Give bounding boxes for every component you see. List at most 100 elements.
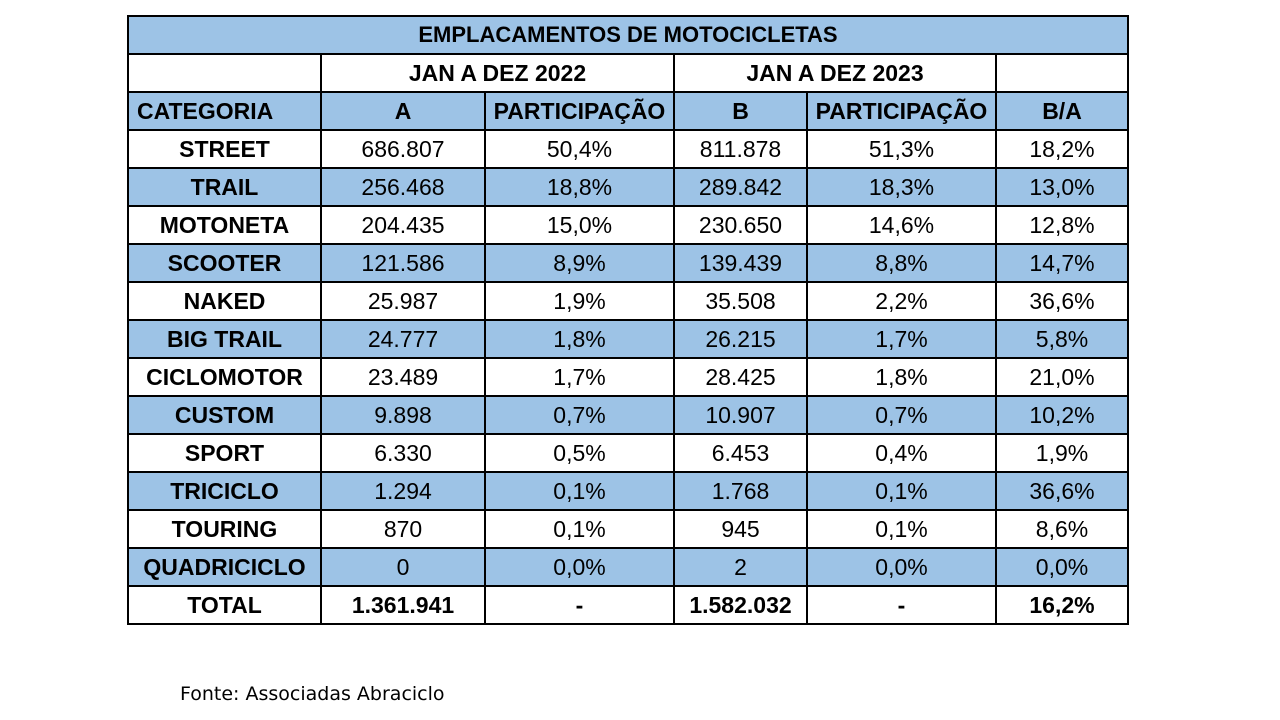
cell-b-over-a: 14,7% — [995, 243, 1129, 283]
table-row: SPORT 6.330 0,5% 6.453 0,4% 1,9% — [127, 433, 1129, 473]
period-2023: JAN A DEZ 2023 — [673, 53, 997, 93]
cell-a: 121.586 — [320, 243, 486, 283]
cell-b-over-a: 0,0% — [995, 547, 1129, 587]
cell-participacao-2023: 18,3% — [806, 167, 997, 207]
cell-participacao-2023: 1,7% — [806, 319, 997, 359]
cell-participacao-2022: 1,7% — [484, 357, 675, 397]
cell-b: 139.439 — [673, 243, 808, 283]
column-header-row: CATEGORIA A PARTICIPAÇÃO B PARTICIPAÇÃO … — [127, 91, 1129, 131]
cell-b-over-a: 8,6% — [995, 509, 1129, 549]
cell-participacao-2022: 0,5% — [484, 433, 675, 473]
total-cell-participacao-2023: - — [806, 585, 997, 625]
cell-categoria: QUADRICICLO — [127, 547, 322, 587]
cell-participacao-2023: 8,8% — [806, 243, 997, 283]
cell-a: 204.435 — [320, 205, 486, 245]
cell-categoria: TRICICLO — [127, 471, 322, 511]
period-2022: JAN A DEZ 2022 — [320, 53, 675, 93]
table-row: QUADRICICLO 0 0,0% 2 0,0% 0,0% — [127, 547, 1129, 587]
cell-b-over-a: 10,2% — [995, 395, 1129, 435]
cell-participacao-2022: 15,0% — [484, 205, 675, 245]
header-participacao-2023: PARTICIPAÇÃO — [806, 91, 997, 131]
cell-b-over-a: 36,6% — [995, 281, 1129, 321]
header-participacao-2022: PARTICIPAÇÃO — [484, 91, 675, 131]
table-row: SCOOTER 121.586 8,9% 139.439 8,8% 14,7% — [127, 243, 1129, 283]
cell-b: 1.768 — [673, 471, 808, 511]
cell-b: 10.907 — [673, 395, 808, 435]
cell-categoria: NAKED — [127, 281, 322, 321]
table-title: EMPLACAMENTOS DE MOTOCICLETAS — [127, 15, 1129, 55]
cell-b: 35.508 — [673, 281, 808, 321]
cell-a: 1.294 — [320, 471, 486, 511]
cell-b-over-a: 12,8% — [995, 205, 1129, 245]
cell-b-over-a: 1,9% — [995, 433, 1129, 473]
cell-participacao-2023: 0,4% — [806, 433, 997, 473]
period-blank-left — [127, 53, 322, 93]
header-b-over-a: B/A — [995, 91, 1129, 131]
cell-participacao-2022: 0,7% — [484, 395, 675, 435]
header-categoria: CATEGORIA — [127, 91, 322, 131]
emplacamentos-table-wrap: EMPLACAMENTOS DE MOTOCICLETAS JAN A DEZ … — [127, 15, 1129, 625]
total-row: TOTAL 1.361.941-1.582.032-16,2% — [127, 585, 1129, 625]
cell-a: 6.330 — [320, 433, 486, 473]
cell-categoria: TOURING — [127, 509, 322, 549]
cell-b: 811.878 — [673, 129, 808, 169]
total-cell-participacao-2022: - — [484, 585, 675, 625]
source-note: Fonte: Associadas Abraciclo — [180, 683, 445, 705]
cell-participacao-2022: 1,9% — [484, 281, 675, 321]
table-row: TRAIL 256.468 18,8% 289.842 18,3% 13,0% — [127, 167, 1129, 207]
cell-categoria: TRAIL — [127, 167, 322, 207]
cell-categoria: BIG TRAIL — [127, 319, 322, 359]
cell-b: 2 — [673, 547, 808, 587]
cell-a: 24.777 — [320, 319, 486, 359]
cell-a: 9.898 — [320, 395, 486, 435]
cell-b: 6.453 — [673, 433, 808, 473]
cell-categoria: MOTONETA — [127, 205, 322, 245]
cell-participacao-2022: 50,4% — [484, 129, 675, 169]
cell-a: 256.468 — [320, 167, 486, 207]
cell-b: 230.650 — [673, 205, 808, 245]
cell-a: 870 — [320, 509, 486, 549]
table-row: NAKED 25.987 1,9% 35.508 2,2% 36,6% — [127, 281, 1129, 321]
cell-participacao-2023: 0,0% — [806, 547, 997, 587]
table-row: CUSTOM 9.898 0,7% 10.907 0,7% 10,2% — [127, 395, 1129, 435]
cell-b-over-a: 13,0% — [995, 167, 1129, 207]
cell-participacao-2023: 2,2% — [806, 281, 997, 321]
table-row: TRICICLO 1.294 0,1% 1.768 0,1% 36,6% — [127, 471, 1129, 511]
cell-participacao-2022: 0,1% — [484, 471, 675, 511]
title-row: EMPLACAMENTOS DE MOTOCICLETAS — [127, 15, 1129, 55]
cell-b: 26.215 — [673, 319, 808, 359]
cell-participacao-2022: 0,1% — [484, 509, 675, 549]
cell-a: 686.807 — [320, 129, 486, 169]
header-b: B — [673, 91, 808, 131]
total-cell-b: 1.582.032 — [673, 585, 808, 625]
cell-participacao-2023: 0,7% — [806, 395, 997, 435]
table-row: MOTONETA 204.435 15,0% 230.650 14,6% 12,8% — [127, 205, 1129, 245]
cell-a: 23.489 — [320, 357, 486, 397]
cell-b: 289.842 — [673, 167, 808, 207]
cell-categoria: SCOOTER — [127, 243, 322, 283]
total-cell-a: 1.361.941 — [320, 585, 486, 625]
table-row: TOURING 870 0,1% 945 0,1% 8,6% — [127, 509, 1129, 549]
cell-a: 0 — [320, 547, 486, 587]
cell-b: 28.425 — [673, 357, 808, 397]
cell-b: 945 — [673, 509, 808, 549]
table-row: CICLOMOTOR 23.489 1,7% 28.425 1,8% 21,0% — [127, 357, 1129, 397]
cell-categoria: CUSTOM — [127, 395, 322, 435]
header-a: A — [320, 91, 486, 131]
cell-categoria: SPORT — [127, 433, 322, 473]
table-row: STREET 686.807 50,4% 811.878 51,3% 18,2% — [127, 129, 1129, 169]
table-row: BIG TRAIL 24.777 1,8% 26.215 1,7% 5,8% — [127, 319, 1129, 359]
cell-b-over-a: 21,0% — [995, 357, 1129, 397]
cell-participacao-2022: 1,8% — [484, 319, 675, 359]
cell-b-over-a: 36,6% — [995, 471, 1129, 511]
cell-participacao-2023: 14,6% — [806, 205, 997, 245]
cell-categoria: STREET — [127, 129, 322, 169]
cell-participacao-2022: 0,0% — [484, 547, 675, 587]
cell-participacao-2023: 1,8% — [806, 357, 997, 397]
cell-b-over-a: 18,2% — [995, 129, 1129, 169]
cell-participacao-2022: 8,9% — [484, 243, 675, 283]
cell-participacao-2023: 0,1% — [806, 509, 997, 549]
emplacamentos-table: EMPLACAMENTOS DE MOTOCICLETAS JAN A DEZ … — [127, 15, 1129, 625]
cell-b-over-a: 5,8% — [995, 319, 1129, 359]
cell-participacao-2023: 51,3% — [806, 129, 997, 169]
